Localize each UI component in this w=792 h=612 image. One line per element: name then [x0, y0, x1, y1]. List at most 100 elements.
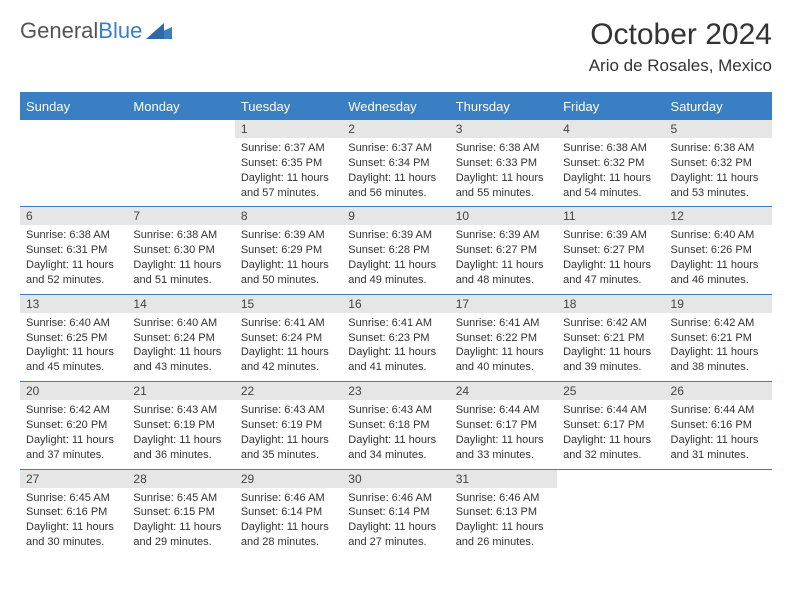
calendar-cell: 6Sunrise: 6:38 AMSunset: 6:31 PMDaylight…: [20, 207, 127, 294]
day-number-empty: [557, 470, 664, 488]
sunrise: Sunrise: 6:42 AM: [671, 316, 766, 331]
day-data: Sunrise: 6:37 AMSunset: 6:34 PMDaylight:…: [342, 138, 449, 206]
day-data: Sunrise: 6:40 AMSunset: 6:24 PMDaylight:…: [127, 313, 234, 381]
day-number: 12: [665, 207, 772, 225]
daylight: Daylight: 11 hours and 28 minutes.: [241, 520, 336, 550]
sunset: Sunset: 6:17 PM: [456, 418, 551, 433]
daylight: Daylight: 11 hours and 56 minutes.: [348, 171, 443, 201]
daylight: Daylight: 11 hours and 49 minutes.: [348, 258, 443, 288]
day-data: Sunrise: 6:38 AMSunset: 6:32 PMDaylight:…: [665, 138, 772, 206]
calendar-cell: 24Sunrise: 6:44 AMSunset: 6:17 PMDayligh…: [450, 382, 557, 469]
day-number: 16: [342, 295, 449, 313]
day-number: 13: [20, 295, 127, 313]
sunset: Sunset: 6:24 PM: [241, 331, 336, 346]
sunset: Sunset: 6:30 PM: [133, 243, 228, 258]
daylight: Daylight: 11 hours and 31 minutes.: [671, 433, 766, 463]
sunrise: Sunrise: 6:38 AM: [26, 228, 121, 243]
day-number-empty: [127, 120, 234, 138]
sunrise: Sunrise: 6:42 AM: [563, 316, 658, 331]
calendar-cell: 18Sunrise: 6:42 AMSunset: 6:21 PMDayligh…: [557, 294, 664, 381]
sunset: Sunset: 6:35 PM: [241, 156, 336, 171]
calendar-cell: [557, 469, 664, 556]
day-number: 31: [450, 470, 557, 488]
day-data: Sunrise: 6:38 AMSunset: 6:30 PMDaylight:…: [127, 225, 234, 293]
day-data: Sunrise: 6:41 AMSunset: 6:24 PMDaylight:…: [235, 313, 342, 381]
day-number: 24: [450, 382, 557, 400]
sunrise: Sunrise: 6:38 AM: [456, 141, 551, 156]
calendar-cell: 8Sunrise: 6:39 AMSunset: 6:29 PMDaylight…: [235, 207, 342, 294]
day-data: Sunrise: 6:43 AMSunset: 6:19 PMDaylight:…: [235, 400, 342, 468]
day-data: Sunrise: 6:39 AMSunset: 6:27 PMDaylight:…: [450, 225, 557, 293]
day-number-empty: [20, 120, 127, 138]
calendar-cell: 4Sunrise: 6:38 AMSunset: 6:32 PMDaylight…: [557, 120, 664, 207]
day-data: Sunrise: 6:39 AMSunset: 6:27 PMDaylight:…: [557, 225, 664, 293]
title-block: October 2024 Ario de Rosales, Mexico: [589, 18, 772, 76]
calendar-cell: 23Sunrise: 6:43 AMSunset: 6:18 PMDayligh…: [342, 382, 449, 469]
day-number: 3: [450, 120, 557, 138]
sunset: Sunset: 6:15 PM: [133, 505, 228, 520]
day-number-empty: [665, 470, 772, 488]
daylight: Daylight: 11 hours and 52 minutes.: [26, 258, 121, 288]
daylight: Daylight: 11 hours and 57 minutes.: [241, 171, 336, 201]
sunrise: Sunrise: 6:38 AM: [563, 141, 658, 156]
day-number: 26: [665, 382, 772, 400]
day-data: Sunrise: 6:43 AMSunset: 6:18 PMDaylight:…: [342, 400, 449, 468]
daylight: Daylight: 11 hours and 39 minutes.: [563, 345, 658, 375]
day-data: Sunrise: 6:44 AMSunset: 6:16 PMDaylight:…: [665, 400, 772, 468]
logo-part2: Blue: [98, 18, 142, 43]
calendar-body: 1Sunrise: 6:37 AMSunset: 6:35 PMDaylight…: [20, 120, 772, 556]
day-data: Sunrise: 6:38 AMSunset: 6:32 PMDaylight:…: [557, 138, 664, 206]
daylight: Daylight: 11 hours and 32 minutes.: [563, 433, 658, 463]
daylight: Daylight: 11 hours and 43 minutes.: [133, 345, 228, 375]
day-data: Sunrise: 6:40 AMSunset: 6:25 PMDaylight:…: [20, 313, 127, 381]
day-number: 29: [235, 470, 342, 488]
daylight: Daylight: 11 hours and 54 minutes.: [563, 171, 658, 201]
day-data: Sunrise: 6:39 AMSunset: 6:29 PMDaylight:…: [235, 225, 342, 293]
sunrise: Sunrise: 6:39 AM: [456, 228, 551, 243]
sunrise: Sunrise: 6:43 AM: [241, 403, 336, 418]
calendar-cell: 16Sunrise: 6:41 AMSunset: 6:23 PMDayligh…: [342, 294, 449, 381]
sunset: Sunset: 6:32 PM: [563, 156, 658, 171]
sunrise: Sunrise: 6:43 AM: [133, 403, 228, 418]
daylight: Daylight: 11 hours and 48 minutes.: [456, 258, 551, 288]
sunrise: Sunrise: 6:43 AM: [348, 403, 443, 418]
calendar-cell: 14Sunrise: 6:40 AMSunset: 6:24 PMDayligh…: [127, 294, 234, 381]
day-data: Sunrise: 6:45 AMSunset: 6:16 PMDaylight:…: [20, 488, 127, 556]
calendar-cell: 15Sunrise: 6:41 AMSunset: 6:24 PMDayligh…: [235, 294, 342, 381]
sunset: Sunset: 6:14 PM: [241, 505, 336, 520]
day-number: 25: [557, 382, 664, 400]
sunrise: Sunrise: 6:42 AM: [26, 403, 121, 418]
day-data: Sunrise: 6:46 AMSunset: 6:13 PMDaylight:…: [450, 488, 557, 556]
weekday-header: Tuesday: [235, 93, 342, 120]
sunset: Sunset: 6:21 PM: [671, 331, 766, 346]
sunrise: Sunrise: 6:40 AM: [133, 316, 228, 331]
calendar-cell: 31Sunrise: 6:46 AMSunset: 6:13 PMDayligh…: [450, 469, 557, 556]
daylight: Daylight: 11 hours and 55 minutes.: [456, 171, 551, 201]
day-number: 27: [20, 470, 127, 488]
daylight: Daylight: 11 hours and 34 minutes.: [348, 433, 443, 463]
day-data: Sunrise: 6:46 AMSunset: 6:14 PMDaylight:…: [342, 488, 449, 556]
calendar-week: 13Sunrise: 6:40 AMSunset: 6:25 PMDayligh…: [20, 294, 772, 381]
calendar-cell: 2Sunrise: 6:37 AMSunset: 6:34 PMDaylight…: [342, 120, 449, 207]
sunrise: Sunrise: 6:46 AM: [241, 491, 336, 506]
calendar-cell: 27Sunrise: 6:45 AMSunset: 6:16 PMDayligh…: [20, 469, 127, 556]
daylight: Daylight: 11 hours and 50 minutes.: [241, 258, 336, 288]
sunset: Sunset: 6:23 PM: [348, 331, 443, 346]
sunset: Sunset: 6:34 PM: [348, 156, 443, 171]
day-number: 20: [20, 382, 127, 400]
sunset: Sunset: 6:16 PM: [26, 505, 121, 520]
day-number: 1: [235, 120, 342, 138]
weekday-header: Saturday: [665, 93, 772, 120]
sunset: Sunset: 6:19 PM: [241, 418, 336, 433]
day-number: 14: [127, 295, 234, 313]
day-data: Sunrise: 6:43 AMSunset: 6:19 PMDaylight:…: [127, 400, 234, 468]
calendar-cell: 26Sunrise: 6:44 AMSunset: 6:16 PMDayligh…: [665, 382, 772, 469]
sunrise: Sunrise: 6:40 AM: [26, 316, 121, 331]
day-data: Sunrise: 6:42 AMSunset: 6:20 PMDaylight:…: [20, 400, 127, 468]
daylight: Daylight: 11 hours and 42 minutes.: [241, 345, 336, 375]
day-number: 4: [557, 120, 664, 138]
day-data: Sunrise: 6:40 AMSunset: 6:26 PMDaylight:…: [665, 225, 772, 293]
day-number: 17: [450, 295, 557, 313]
sunset: Sunset: 6:27 PM: [456, 243, 551, 258]
daylight: Daylight: 11 hours and 27 minutes.: [348, 520, 443, 550]
